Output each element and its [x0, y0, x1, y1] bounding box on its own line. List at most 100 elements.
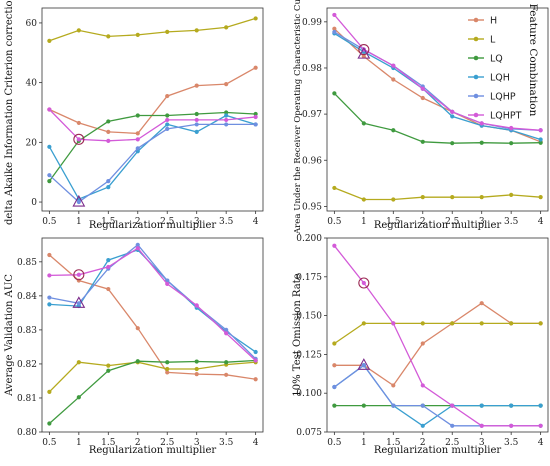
data-point-LQHPT — [47, 273, 52, 278]
y-tick-label: 0.83 — [17, 326, 37, 336]
data-point-L — [194, 28, 199, 33]
data-point-L — [391, 197, 396, 202]
data-point-LQHPT — [450, 109, 455, 114]
data-point-LQHP — [224, 122, 229, 127]
x-tick-label: 1 — [76, 438, 82, 448]
x-tick-label: 0.5 — [42, 438, 57, 448]
selected-model-triangle-marker — [72, 296, 86, 308]
x-tick-label: 0.5 — [327, 438, 342, 448]
data-point-L — [106, 34, 111, 39]
x-tick-label: 4 — [538, 217, 544, 227]
x-tick-label: 4 — [253, 217, 259, 227]
data-point-LQ — [420, 139, 425, 144]
x-tick-label: 3.5 — [219, 438, 234, 448]
data-point-LQHPT — [450, 403, 455, 408]
data-point-LQHP — [165, 126, 170, 132]
data-point-LQHPT — [509, 423, 514, 428]
data-point-LQ — [224, 110, 229, 115]
data-point-LQHPT — [538, 423, 543, 428]
x-tick-label: 4 — [538, 438, 544, 448]
legend-marker-LQ — [473, 55, 479, 61]
data-point-LQHPT — [106, 264, 111, 270]
x-tick-label: 1.5 — [386, 438, 401, 448]
data-point-LQH — [224, 113, 229, 118]
y-tick-label: 0 — [31, 198, 37, 208]
data-point-H — [391, 77, 396, 82]
data-point-LQHP — [332, 29, 337, 35]
x-tick-label: 3.5 — [504, 217, 519, 227]
data-point-LQH — [509, 403, 514, 408]
data-point-LQHPT — [420, 86, 425, 91]
data-point-LQ — [194, 111, 199, 117]
data-point-L — [224, 25, 229, 30]
x-tick-label: 2.5 — [160, 438, 175, 448]
data-point-LQ — [106, 368, 111, 373]
data-point-H — [76, 120, 81, 126]
plot-frame — [326, 237, 549, 433]
data-point-LQHP — [224, 327, 229, 332]
data-point-LQH — [479, 403, 484, 408]
series-line-LQH — [334, 32, 541, 141]
data-point-LQH — [47, 302, 52, 307]
series-line-L — [334, 187, 541, 201]
y-tick-label: 0.99 — [302, 18, 322, 28]
data-point-LQHP — [165, 278, 170, 283]
x-tick-label: 3.5 — [504, 438, 519, 448]
data-point-LQHP — [135, 242, 140, 247]
y-tick-label: 0.80 — [17, 428, 37, 438]
data-point-L — [253, 16, 258, 21]
data-point-LQ — [47, 421, 52, 426]
data-point-H — [135, 326, 140, 331]
data-point-LQH — [420, 423, 425, 428]
data-point-LQHPT — [479, 121, 484, 126]
data-point-LQHP — [391, 403, 396, 408]
data-point-LQHPT — [253, 114, 258, 120]
x-tick-label: 3 — [194, 438, 200, 448]
x-tick-label: 0.5 — [327, 217, 342, 227]
data-point-L — [47, 38, 52, 43]
data-point-LQHPT — [332, 243, 337, 248]
selected-model-circle-marker — [73, 269, 85, 281]
data-point-LQH — [106, 258, 111, 263]
data-point-LQ — [194, 359, 199, 364]
data-point-LQHPT — [479, 423, 484, 428]
y-tick-label: 0.200 — [296, 234, 322, 244]
x-tick-label: 2 — [420, 217, 426, 227]
x-axis-label: Regularization multiplier — [374, 445, 502, 456]
y-tick-label: 0.97 — [302, 110, 322, 120]
data-point-LQHP — [76, 301, 81, 306]
data-point-H — [391, 383, 396, 388]
x-tick-label: 1 — [76, 217, 82, 227]
legend: HL LQ LQH LQHP LQHPT Feature Combination — [468, 4, 539, 122]
data-point-LQ — [509, 141, 514, 146]
data-point-LQHPT — [76, 272, 81, 277]
y-axis-label: 10% Test Omission Rate — [292, 273, 303, 396]
data-point-LQHPT — [165, 117, 170, 123]
x-tick-label: 3 — [479, 217, 485, 227]
plot-frame — [41, 7, 264, 212]
data-point-LQHPT — [509, 125, 514, 131]
series-line-H — [334, 302, 541, 387]
x-tick-label: 2 — [135, 217, 141, 227]
y-axis-label: Area Under the Receiver Operating Charac… — [293, 0, 303, 235]
data-point-LQ — [106, 119, 111, 124]
selected-model-triangle-marker — [72, 194, 86, 207]
data-point-L — [165, 366, 170, 372]
y-tick-label: 0.98 — [302, 64, 322, 74]
data-point-H — [332, 363, 337, 368]
data-point-L — [420, 195, 425, 200]
data-point-LQHPT — [538, 128, 543, 133]
data-point-LQHPT — [391, 321, 396, 326]
data-point-L — [194, 366, 199, 372]
x-tick-label: 4 — [253, 438, 259, 448]
data-point-LQHP — [253, 122, 258, 127]
data-point-H — [224, 82, 229, 87]
legend-label-LQ: LQ — [490, 54, 503, 65]
y-tick-label: 0.95 — [302, 202, 322, 212]
data-point-L — [47, 389, 52, 394]
y-tick-label: 0.96 — [302, 156, 322, 166]
x-tick-label: 2.5 — [445, 217, 460, 227]
plot-frame — [41, 237, 264, 433]
y-tick-label: 0.100 — [296, 389, 322, 399]
